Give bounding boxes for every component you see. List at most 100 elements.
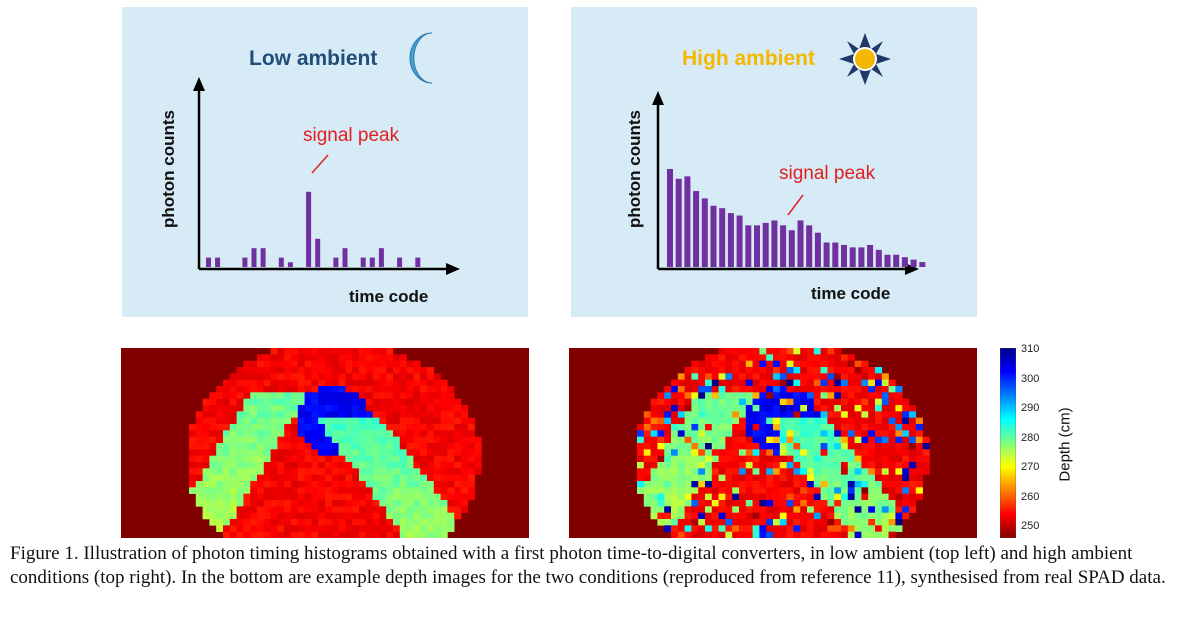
depth-pixel <box>691 367 699 374</box>
depth-pixel <box>325 411 333 418</box>
depth-pixel <box>461 430 469 437</box>
depth-pixel <box>718 449 726 456</box>
depth-pixel <box>745 455 753 463</box>
depth-pixel <box>881 531 889 538</box>
depth-pixel <box>399 424 407 431</box>
depth-pixel <box>270 519 278 526</box>
depth-pixel <box>888 449 896 456</box>
depth-pixel <box>461 405 469 412</box>
depth-pixel <box>875 449 883 456</box>
depth-pixel <box>881 455 889 463</box>
depth-pixel <box>705 481 713 488</box>
depth-pixel <box>399 436 407 444</box>
depth-pixel <box>854 525 862 532</box>
depth-pixel <box>365 493 373 501</box>
depth-pixel <box>454 468 462 475</box>
depth-pixel <box>440 487 448 494</box>
depth-pixel <box>325 462 333 469</box>
depth-pixel <box>677 405 685 412</box>
depth-pixel <box>461 474 469 482</box>
depth-pixel <box>284 481 292 488</box>
high-ambient-title: High ambient <box>682 47 816 70</box>
depth-pixel <box>243 417 251 425</box>
depth-pixel <box>827 512 835 520</box>
depth-pixel <box>813 531 821 538</box>
depth-pixel <box>325 417 333 425</box>
depth-pixel <box>861 493 869 501</box>
depth-pixel <box>698 424 706 431</box>
depth-pixel <box>447 430 455 437</box>
depth-pixel <box>752 398 760 406</box>
depth-pixel <box>338 474 346 482</box>
depth-pixel <box>229 474 237 482</box>
depth-pixel <box>922 455 930 463</box>
depth-pixel <box>739 481 747 488</box>
depth-pixel <box>732 468 740 475</box>
depth-pixel <box>365 468 373 475</box>
depth-pixel <box>650 449 658 456</box>
depth-pixel <box>325 493 333 501</box>
depth-pixel <box>311 354 319 361</box>
depth-pixel <box>263 373 271 380</box>
depth-pixel <box>297 462 305 469</box>
depth-pixel <box>325 474 333 482</box>
depth-pixel <box>243 424 251 431</box>
depth-pixel <box>705 449 713 456</box>
depth-pixel <box>895 519 903 526</box>
depth-pixel <box>766 443 774 450</box>
depth-pixel <box>759 493 767 501</box>
depth-pixel <box>834 487 842 494</box>
depth-pixel <box>773 392 781 399</box>
depth-pixel <box>773 487 781 494</box>
depth-pixel <box>406 405 414 412</box>
depth-pixel <box>745 525 753 532</box>
depth-pixel <box>868 398 876 406</box>
depth-pixel <box>875 493 883 501</box>
depth-pixel <box>447 411 455 418</box>
depth-pixel <box>291 506 299 513</box>
depth-pixel <box>657 424 665 431</box>
depth-pixel <box>304 417 312 425</box>
depth-pixel <box>257 392 265 399</box>
depth-pixel <box>847 531 855 538</box>
depth-pixel <box>841 373 849 380</box>
depth-pixel <box>345 436 353 444</box>
depth-pixel <box>345 386 353 393</box>
depth-pixel <box>297 468 305 475</box>
depth-pixel <box>827 424 835 431</box>
depth-pixel <box>739 531 747 538</box>
depth-pixel <box>779 531 787 538</box>
depth-pixel <box>277 398 285 406</box>
depth-pixel <box>311 367 319 374</box>
depth-pixel <box>827 430 835 437</box>
depth-pixel <box>447 405 455 412</box>
depth-pixel <box>643 455 651 463</box>
depth-pixel <box>766 367 774 374</box>
depth-pixel <box>447 487 455 494</box>
depth-pixel <box>841 360 849 368</box>
depth-pixel <box>243 487 251 494</box>
depth-pixel <box>243 512 251 520</box>
depth-pixel <box>793 519 801 526</box>
depth-pixel <box>229 468 237 475</box>
depth-pixel <box>229 373 237 380</box>
depth-pixel <box>786 531 794 538</box>
depth-pixel <box>718 512 726 520</box>
depth-pixel <box>854 519 862 526</box>
depth-pixel <box>868 487 876 494</box>
depth-pixel <box>379 360 387 368</box>
depth-pixel <box>386 512 394 520</box>
depth-pixel <box>352 500 360 507</box>
depth-pixel <box>223 481 231 488</box>
depth-pixel <box>236 405 244 412</box>
depth-pixel <box>718 398 726 406</box>
depth-pixel <box>270 360 278 368</box>
depth-pixel <box>379 436 387 444</box>
depth-pixel <box>841 449 849 456</box>
depth-pixel <box>745 360 753 368</box>
depth-pixel <box>813 506 821 513</box>
depth-pixel <box>793 367 801 374</box>
depth-pixel <box>807 443 815 450</box>
depth-pixel <box>461 443 469 450</box>
depth-pixel <box>745 462 753 469</box>
